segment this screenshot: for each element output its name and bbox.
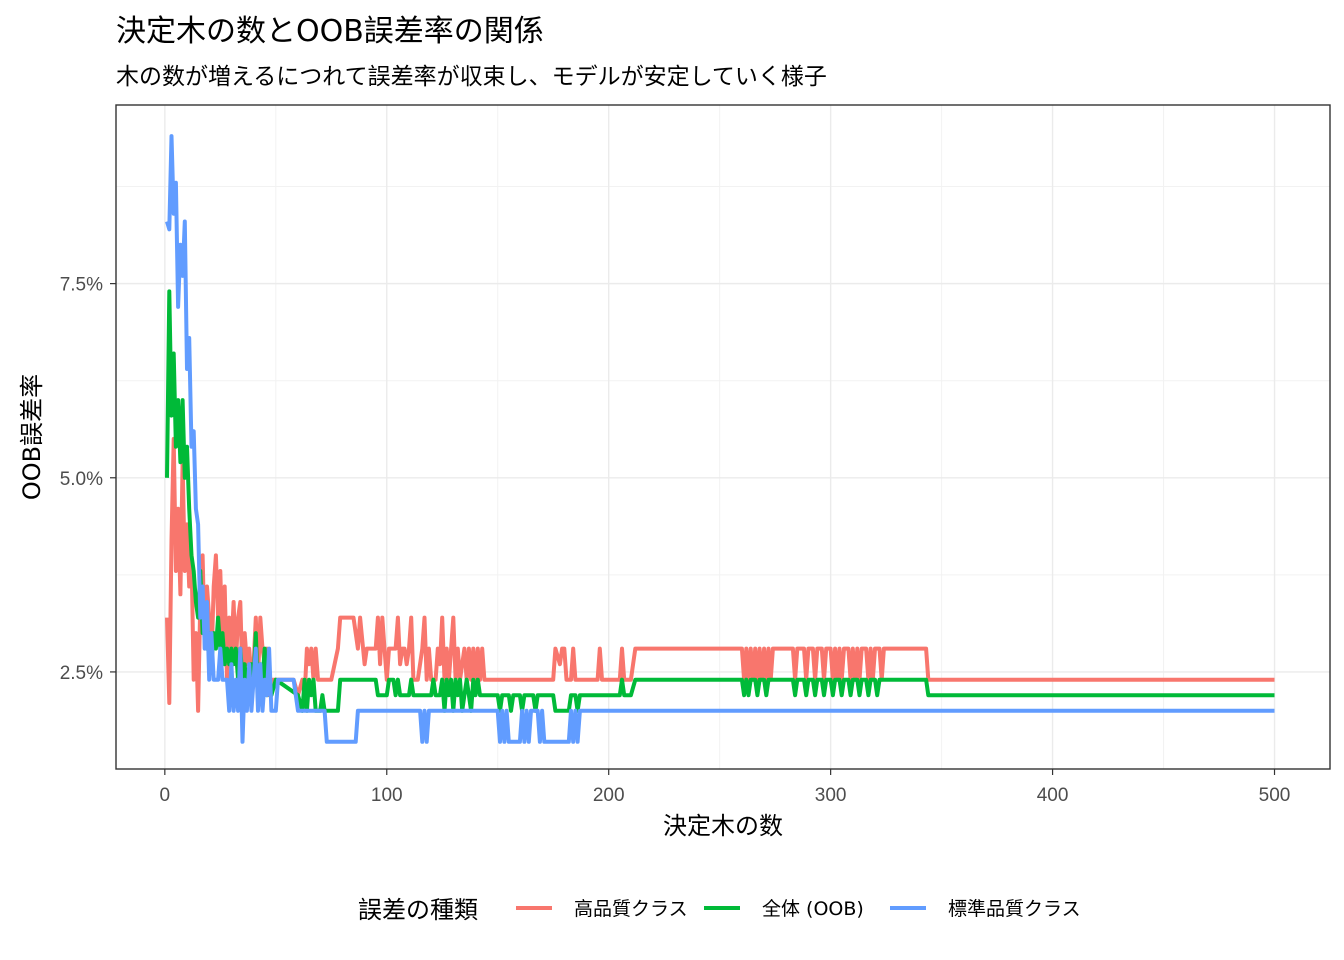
legend-label-1: 高品質クラス — [574, 898, 688, 920]
chart-title: 決定木の数とOOB誤差率の関係 — [116, 14, 544, 49]
series-line-2 — [165, 289, 1275, 713]
plot-panel — [116, 105, 1330, 769]
line-layer — [165, 134, 1275, 744]
x-axis-title: 決定木の数 — [663, 812, 783, 840]
y-tick-label: 2.5% — [60, 663, 103, 684]
legend-label-2: 全体 (OOB) — [762, 898, 864, 920]
x-tick-label: 500 — [1259, 785, 1291, 806]
x-axis: 0 100 200 300 400 500 — [160, 769, 1291, 806]
x-tick-label: 200 — [593, 785, 625, 806]
series-line-3 — [165, 134, 1275, 744]
x-tick-label: 0 — [160, 785, 171, 806]
legend-title: 誤差の種類 — [358, 896, 478, 924]
plot-border — [115, 104, 1331, 770]
legend: 誤差の種類 高品質クラス 全体 (OOB) 標準品質クラス — [358, 896, 1081, 924]
y-axis-title: OOB誤差率 — [18, 374, 46, 500]
x-tick-label: 100 — [371, 785, 403, 806]
y-axis: 2.5% 5.0% 7.5% — [60, 275, 116, 684]
chart-subtitle: 木の数が増えるにつれて誤差率が収束し、モデルが安定していく様子 — [116, 64, 827, 90]
y-tick-label: 5.0% — [60, 469, 103, 490]
x-tick-label: 300 — [815, 785, 847, 806]
legend-label-3: 標準品質クラス — [948, 898, 1081, 920]
x-tick-label: 400 — [1037, 785, 1069, 806]
y-tick-label: 7.5% — [60, 275, 103, 296]
